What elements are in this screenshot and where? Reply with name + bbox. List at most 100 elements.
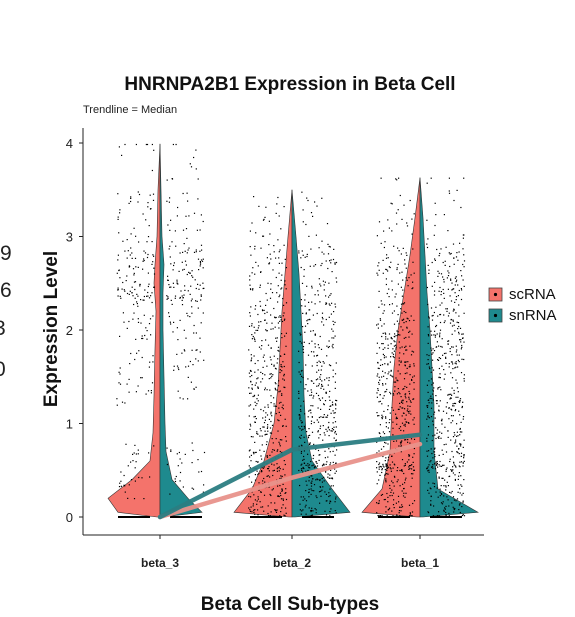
- data-point: [276, 463, 278, 465]
- data-point: [432, 382, 434, 384]
- data-point: [431, 349, 433, 351]
- data-point: [128, 293, 130, 295]
- data-point: [299, 509, 301, 511]
- data-point: [263, 422, 266, 424]
- data-point: [438, 515, 440, 517]
- data-point: [172, 143, 174, 146]
- left-cut-label: 0: [0, 358, 6, 381]
- data-point: [405, 397, 407, 399]
- data-point: [307, 390, 309, 392]
- data-point: [186, 237, 188, 239]
- data-point: [250, 254, 252, 256]
- data-point: [387, 338, 389, 340]
- data-point: [119, 367, 121, 369]
- data-point: [330, 430, 332, 432]
- data-point: [377, 388, 379, 390]
- data-point: [300, 299, 302, 301]
- data-point: [170, 323, 172, 325]
- data-point: [445, 406, 447, 408]
- data-point: [431, 466, 433, 468]
- data-point: [460, 421, 462, 423]
- data-point: [319, 434, 321, 436]
- data-point: [404, 464, 406, 466]
- data-point: [463, 358, 465, 361]
- data-point: [302, 471, 304, 473]
- data-point: [386, 467, 389, 469]
- data-point: [448, 272, 450, 274]
- data-point: [280, 414, 282, 416]
- data-point: [413, 365, 415, 367]
- data-point: [391, 230, 393, 232]
- data-point: [430, 347, 432, 349]
- data-point: [306, 285, 308, 287]
- data-point: [401, 504, 403, 506]
- data-point: [323, 414, 325, 416]
- data-point: [274, 405, 277, 407]
- data-point: [392, 421, 394, 423]
- data-point: [459, 398, 462, 400]
- data-point: [279, 369, 281, 371]
- data-point: [392, 355, 394, 358]
- data-point: [379, 394, 381, 396]
- data-point: [202, 258, 204, 260]
- data-point: [281, 475, 283, 477]
- data-point: [257, 461, 259, 463]
- data-point: [258, 482, 260, 484]
- data-point: [149, 476, 151, 478]
- data-point: [393, 381, 395, 383]
- data-point: [407, 439, 409, 441]
- data-point: [260, 455, 262, 457]
- data-point: [300, 437, 302, 439]
- data-point: [456, 279, 458, 281]
- data-point: [433, 387, 435, 389]
- data-point: [411, 233, 413, 235]
- data-point: [458, 289, 460, 292]
- data-point: [328, 303, 330, 305]
- data-point: [317, 421, 320, 423]
- data-point: [457, 366, 459, 368]
- data-point: [395, 440, 398, 442]
- data-point: [392, 467, 394, 469]
- data-point: [198, 269, 200, 271]
- data-point: [378, 468, 380, 470]
- data-point: [274, 316, 276, 318]
- data-point: [252, 505, 254, 507]
- data-point: [437, 388, 439, 390]
- data-point: [312, 464, 314, 466]
- data-point: [455, 439, 457, 441]
- data-point: [397, 370, 399, 372]
- data-point: [462, 337, 464, 339]
- data-point: [320, 264, 322, 267]
- data-point: [304, 441, 306, 443]
- data-point: [456, 382, 458, 384]
- data-point: [462, 465, 464, 467]
- data-point: [413, 375, 415, 377]
- data-point: [264, 312, 266, 315]
- data-point: [383, 375, 385, 377]
- data-point: [388, 508, 390, 510]
- data-point: [380, 466, 382, 468]
- data-point: [439, 491, 441, 493]
- data-point: [334, 430, 336, 433]
- data-point: [400, 361, 402, 363]
- data-point: [386, 492, 388, 495]
- data-point: [447, 270, 449, 272]
- data-point: [437, 466, 439, 468]
- data-point: [429, 368, 431, 370]
- data-point: [406, 349, 408, 351]
- data-point: [386, 388, 388, 391]
- data-point: [331, 337, 333, 339]
- data-point: [260, 247, 262, 249]
- data-point: [436, 462, 438, 465]
- data-point: [279, 439, 281, 441]
- data-point: [387, 270, 389, 272]
- data-point: [427, 412, 429, 414]
- data-point: [260, 408, 262, 411]
- data-point: [452, 420, 454, 422]
- data-point: [147, 285, 149, 288]
- data-point: [391, 407, 393, 409]
- data-point: [451, 502, 453, 504]
- data-point: [376, 471, 378, 473]
- data-point: [279, 485, 281, 487]
- data-point: [144, 252, 147, 254]
